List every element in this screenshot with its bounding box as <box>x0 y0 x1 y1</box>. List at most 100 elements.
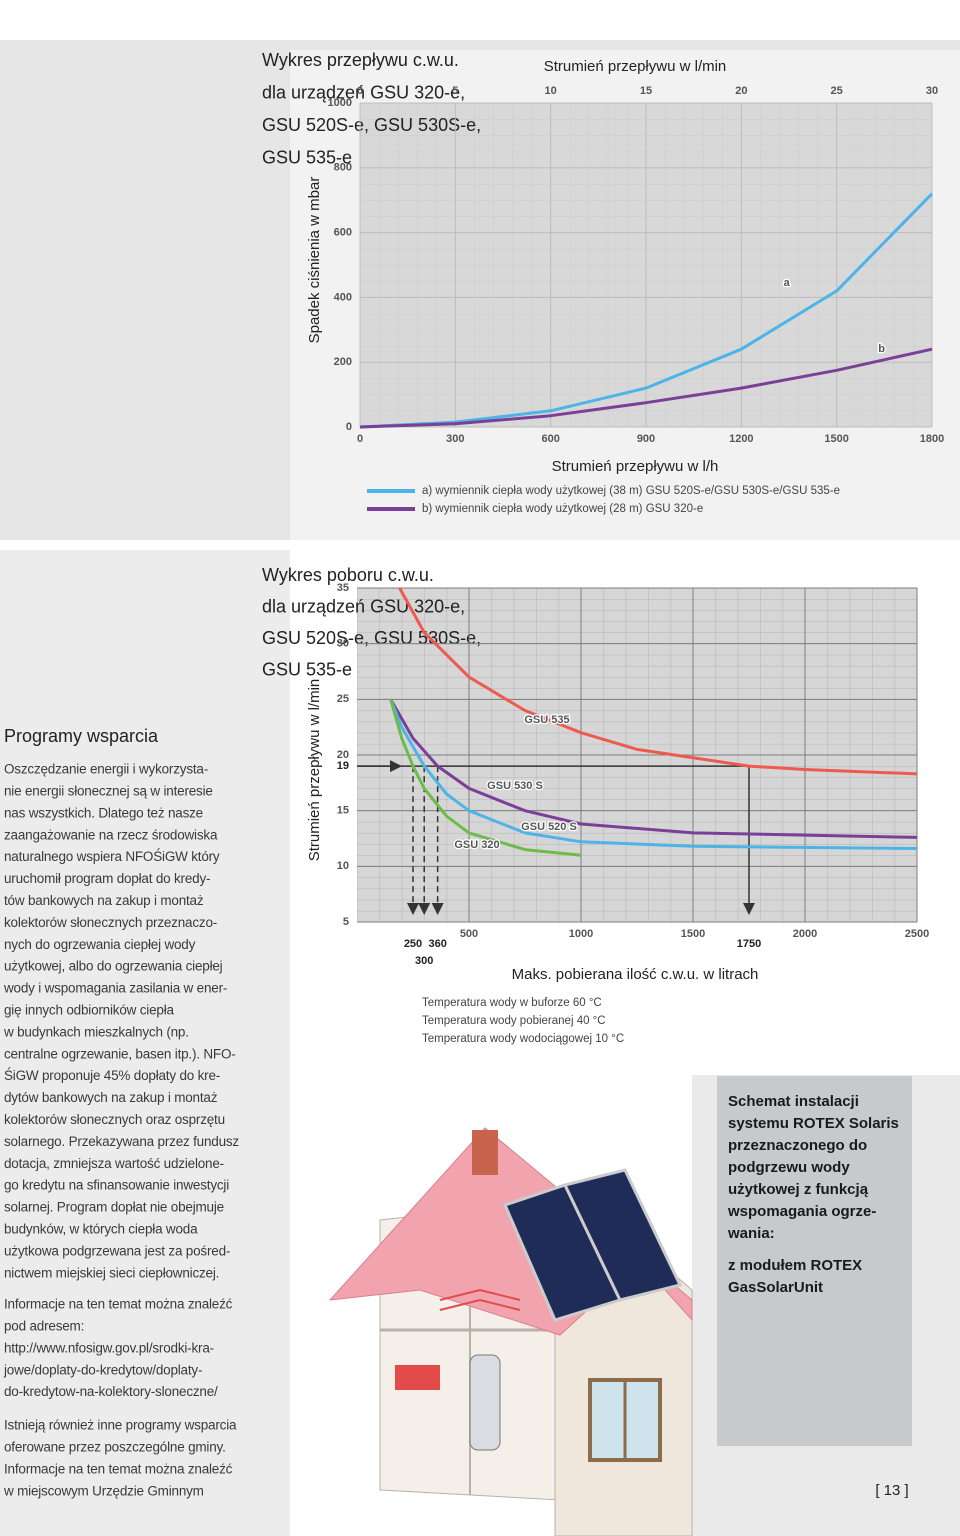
box-line: z modułem ROTEX <box>728 1257 862 1274</box>
floor-heating <box>439 1288 521 1311</box>
series-line <box>389 698 918 839</box>
paragraph-line: tów bankowych na zakup i montaż <box>4 893 204 908</box>
paragraph-line: go kredytu na sfinansowanie inwestycji <box>4 1178 229 1193</box>
x-tick-label: 2500 <box>905 928 929 940</box>
box-line: podgrzewu wody <box>728 1159 850 1176</box>
chimney <box>472 1130 498 1175</box>
paragraph-line: http://www.nfosigw.gov.pl/srodki-kra- <box>4 1340 214 1355</box>
paragraph-line: Informacje na ten temat można znaleźć <box>4 1461 233 1476</box>
section-heading: Programy wsparcia <box>4 726 159 746</box>
y-tick-label: 35 <box>337 582 349 594</box>
x2-axis-label: Strumień przepływu w l/min <box>544 58 727 75</box>
paragraph-line: budynków, w których ciepła woda <box>4 1221 198 1236</box>
storage-tank <box>469 1354 501 1451</box>
y-tick-label: 10 <box>337 860 349 872</box>
x-axis-label: Strumień przepływu w l/h <box>552 458 719 475</box>
paragraph-line: Oszczędzanie energii i wykorzysta- <box>4 762 208 777</box>
series-line <box>359 347 933 429</box>
x-tick-label: 0 <box>357 433 363 445</box>
chart-title: GSU 535-e <box>262 147 352 167</box>
paragraph-line: kolektorów słonecznych przeznaczo- <box>4 915 217 930</box>
x-tick-label: 1500 <box>681 928 705 940</box>
paragraph-line: nas wszystkich. Dlatego też nasze <box>4 805 203 820</box>
paragraph-line: w miejscowym Urzędzie Gminnym <box>3 1483 204 1498</box>
x2-tick-label: 5 <box>452 85 458 97</box>
curve-label: GSU 535 <box>524 714 569 726</box>
curve-label: GSU 320 <box>454 839 499 851</box>
x2-tick-label: 20 <box>735 85 747 97</box>
y-tick-label: 600 <box>334 227 352 239</box>
y-axis-label: Spadek ciśnienia w mbar <box>306 177 323 344</box>
x2-tick-label: 30 <box>926 85 938 97</box>
chart-note: Temperatura wody pobieranej 40 °C <box>422 1015 606 1027</box>
paragraph-line: nych do ogrzewania ciepłej wody <box>4 937 196 952</box>
box-line: przeznaczonego do <box>728 1137 867 1154</box>
paragraph-line: dotacja, zmniejsza wartość udzielone- <box>4 1156 224 1171</box>
paragraph-line: nictwem miejskiej sieci ciepłowniczej. <box>4 1265 219 1280</box>
y-tick-label: 5 <box>343 916 349 928</box>
paragraph-line: nie energii słonecznej są w interesie <box>4 783 213 798</box>
box-line: Schemat instalacji <box>728 1093 859 1110</box>
legend-label: b) wymiennik ciepła wody użytkowej (28 m… <box>422 503 703 515</box>
curve-label: a <box>784 277 791 289</box>
series-line <box>359 192 934 429</box>
solar-collector <box>562 1168 683 1302</box>
y-tick-label: 1000 <box>328 97 352 109</box>
x-tick-label: 2000 <box>793 928 817 940</box>
paragraph-line: ŚiGW proponuje 45% dopłaty do kre- <box>4 1068 220 1083</box>
chart-note: Temperatura wody wodociągowej 10 °C <box>422 1033 624 1045</box>
x2-tick-label: 15 <box>640 85 652 97</box>
paragraph-line: użytkowa podgrzewana jest za pośred- <box>4 1243 230 1258</box>
y-tick-label: 25 <box>337 693 349 705</box>
reference-label: 300 <box>415 955 433 967</box>
chart-title: dla urządzeń GSU 320-e, <box>262 82 465 102</box>
x2-tick-label: 25 <box>831 85 843 97</box>
paragraph-line: jowe/doplaty-do-kredytow/doplaty- <box>3 1362 202 1377</box>
chart-title: GSU 520S-e, GSU 530S-e, <box>262 115 481 135</box>
box-line: wspomagania ogrze- <box>727 1203 876 1220</box>
chart-title: dla urządzeń GSU 320-e, <box>262 596 465 616</box>
x-tick-label: 1000 <box>569 928 593 940</box>
x-tick-label: 1500 <box>824 433 848 445</box>
y-tick-label: 200 <box>334 356 352 368</box>
reference-label: 19 <box>337 760 349 772</box>
y-tick-label: 30 <box>337 638 349 650</box>
y-tick-label: 800 <box>334 162 352 174</box>
legend-label: a) wymiennik ciepła wody użytkowej (38 m… <box>422 485 840 497</box>
reference-label: 360 <box>428 938 446 950</box>
house-illustration <box>328 1127 693 1536</box>
curve-label: b <box>878 343 885 355</box>
curve-label: GSU 530 S <box>487 780 543 792</box>
text-column <box>0 550 290 1536</box>
box-line: użytkowej z funkcją <box>728 1181 869 1198</box>
chart-title: GSU 520S-e, GSU 530S-e, <box>262 628 481 648</box>
series-line <box>398 587 918 776</box>
box-line: wania: <box>727 1225 775 1242</box>
paragraph-line: w budynkach mieszkalnych (np. <box>3 1024 189 1039</box>
box-line: GasSolarUnit <box>728 1279 823 1296</box>
chart-note: Temperatura wody w buforze 60 °C <box>422 997 602 1009</box>
paragraph-line: solarnej. Program dopłat nie obejmuje <box>4 1200 224 1215</box>
paragraph-line: naturalnego wspiera NFOŚiGW który <box>4 849 220 864</box>
paragraph-line: pod adresem: <box>4 1318 84 1333</box>
chart-title: Wykres poboru c.w.u. <box>262 565 434 585</box>
box-line: systemu ROTEX Solaris <box>728 1115 899 1132</box>
y-tick-label: 20 <box>337 749 349 761</box>
paragraph-line: Informacje na ten temat można znaleźć <box>4 1297 233 1312</box>
paragraph-line: kolektorów słonecznych oraz osprzętu <box>4 1112 225 1127</box>
y-tick-label: 15 <box>337 805 349 817</box>
x-tick-label: 300 <box>446 433 464 445</box>
paragraph-line: centralne ogrzewanie, basen itp.). NFO- <box>4 1046 236 1061</box>
paragraph-line: oferowane przez poszczególne gminy. <box>4 1439 226 1454</box>
reference-label: 250 <box>404 938 422 950</box>
y-tick-label: 0 <box>346 421 352 433</box>
series-line <box>389 698 582 857</box>
x-tick-label: 500 <box>460 928 478 940</box>
chart-title: GSU 535-e <box>262 659 352 679</box>
page-number: [ 13 ] <box>875 1482 908 1499</box>
paragraph-line: solarnego. Przekazywana przez fundusz <box>4 1134 239 1149</box>
paragraph-line: użytkowej, albo do ogrzewania ciepłej <box>4 959 223 974</box>
x-tick-label: 1200 <box>729 433 753 445</box>
